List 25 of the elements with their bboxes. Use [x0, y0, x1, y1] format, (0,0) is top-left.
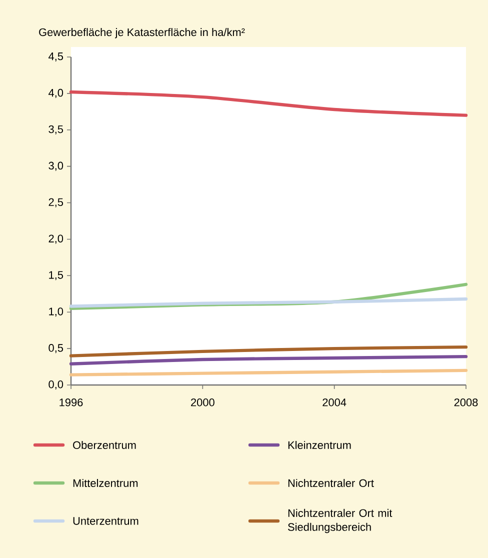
- legend-label: Nichtzentraler Ort: [288, 478, 374, 488]
- line-series: [69, 354, 468, 366]
- line-series: [69, 297, 468, 308]
- x-tick-label: 2000: [191, 398, 214, 406]
- x-tick-label: 2008: [454, 398, 478, 406]
- y-axis-title: Gewerbefläche je Katasterfläche in ha/km²: [39, 28, 245, 38]
- y-tick-label: 1,5: [49, 271, 64, 280]
- legend-label: Oberzentrum: [73, 440, 136, 450]
- y-tick-label: 3,0: [48, 162, 64, 171]
- legend-label: Unterzentrum: [73, 517, 138, 525]
- legend-label: Nichtzentraler Ort mit Siedlungsbereich: [288, 508, 392, 534]
- x-tick-label: 1996: [60, 398, 83, 406]
- legend-label: Kleinzentrum: [288, 440, 351, 450]
- line-series: [69, 345, 468, 358]
- y-tick-label: 2,0: [48, 234, 64, 244]
- y-tick-label: 4,5: [48, 52, 64, 62]
- y-tick-label: 0,5: [48, 344, 64, 354]
- y-tick-label: 4,0: [48, 88, 64, 98]
- y-tick-label: 3,5: [48, 125, 64, 134]
- legend-label: Mittelzentrum: [73, 478, 138, 488]
- y-tick-label: 0,0: [48, 380, 64, 390]
- y-tick-label: 2,5: [48, 198, 64, 208]
- y-tick-label: 1,0: [49, 308, 64, 317]
- line-series: [69, 90, 468, 117]
- x-tick-label: 2004: [322, 398, 346, 406]
